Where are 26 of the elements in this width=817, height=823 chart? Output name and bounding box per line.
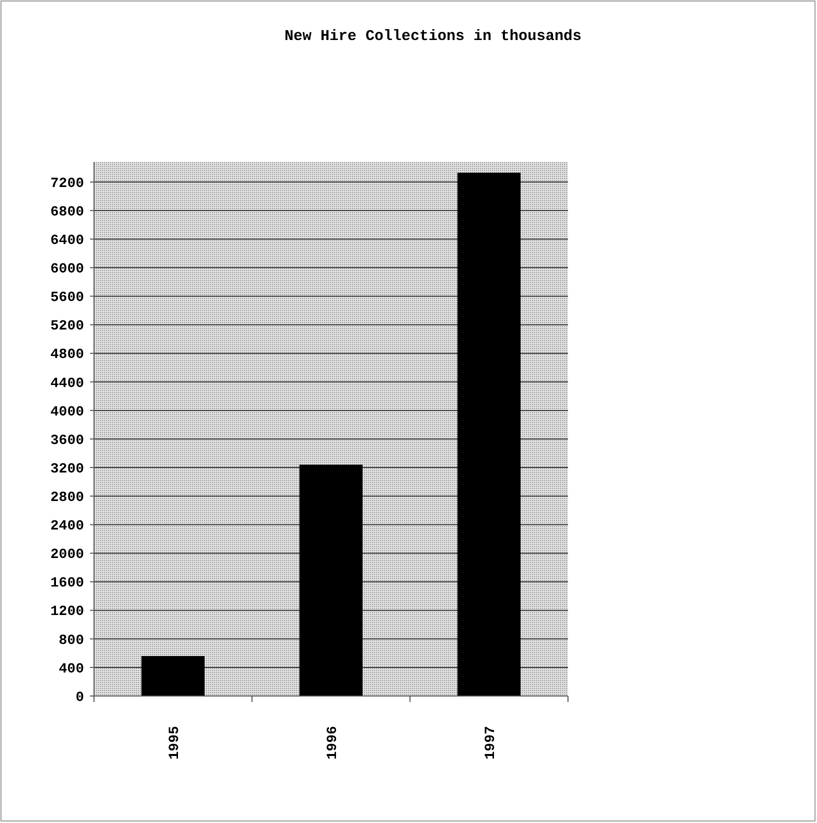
y-tick-label: 1600 — [50, 576, 84, 592]
y-tick-label: 4800 — [50, 347, 84, 364]
y-tick-label: 3200 — [50, 461, 84, 478]
y-tick-label: 3600 — [50, 432, 84, 449]
y-tick-label: 400 — [58, 661, 84, 678]
y-tick-label: 2000 — [50, 547, 84, 564]
y-tick-label: 4400 — [50, 376, 84, 392]
y-tick-label: 800 — [58, 632, 84, 649]
y-tick-label: 6400 — [50, 233, 84, 249]
chart-title: New Hire Collections in thousands — [284, 28, 582, 45]
x-tick-label: 1996 — [324, 726, 341, 760]
y-tick-label: 1200 — [50, 604, 84, 620]
y-tick-label: 4000 — [50, 404, 84, 420]
y-tick-label: 6000 — [50, 262, 84, 278]
y-tick-label: 2800 — [50, 490, 84, 506]
y-tick-label: 7200 — [50, 176, 84, 192]
x-tick-label: 1995 — [166, 726, 183, 760]
y-tick-label: 6800 — [50, 204, 84, 220]
bar — [299, 464, 363, 696]
bar — [457, 172, 521, 696]
y-tick-label: 0 — [76, 690, 84, 706]
y-tick-label: 2400 — [50, 518, 84, 535]
bar — [141, 656, 205, 696]
x-tick-label: 1997 — [482, 726, 499, 760]
y-tick-label: 5600 — [50, 290, 84, 306]
y-tick-label: 5200 — [50, 318, 84, 335]
